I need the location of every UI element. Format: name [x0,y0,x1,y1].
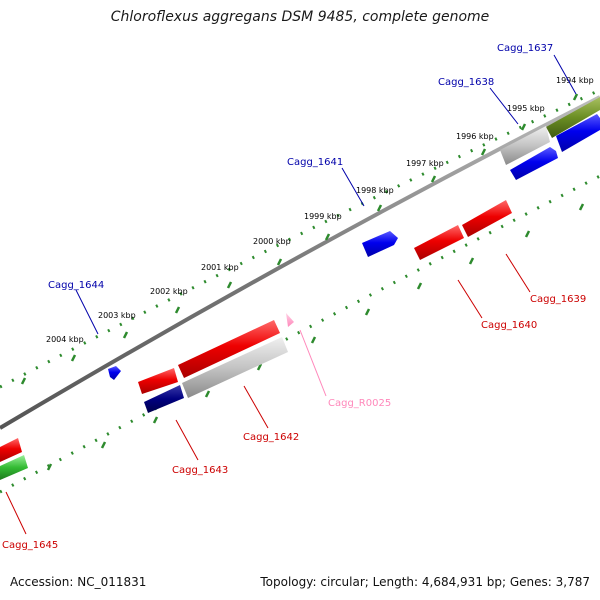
kbp-label-2004: 2004 kbp [46,335,84,344]
gene-arrow-cagg-1642-gray[interactable] [182,337,288,398]
kbp-label-1995: 1995 kbp [507,104,545,113]
gene-arrow-cagg-1645-green[interactable] [0,455,28,480]
label-leader-lines [5,54,577,535]
kbp-label-1996: 1996 kbp [456,132,494,141]
kbp-label-2002: 2002 kbp [150,287,188,296]
gene-arrow-cagg-1638-gray[interactable] [500,126,550,165]
gene-arrow-cagg-1642[interactable] [178,320,280,378]
gene-label-cagg-1642[interactable]: Cagg_1642 [243,432,299,443]
gene-arrow-cagg-1643[interactable] [138,368,178,394]
gene-label-cagg-1638[interactable]: Cagg_1638 [438,77,494,88]
kbp-label-1994: 1994 kbp [556,76,594,85]
gene-arrow-cagg-1637[interactable] [556,114,600,152]
kbp-label-1999: 1999 kbp [304,212,342,221]
gene-arrow-cagg-1639[interactable] [462,200,512,237]
kbp-label-2000: 2000 kbp [253,237,291,246]
gene-label-cagg-1640[interactable]: Cagg_1640 [481,320,537,331]
gene-label-cagg-1637[interactable]: Cagg_1637 [497,43,553,54]
gene-arrow-cagg-1644[interactable] [108,366,121,380]
gene-label-cagg-1643[interactable]: Cagg_1643 [172,465,228,476]
outer-tick-ring [0,88,600,389]
gene-arrow-cagg-1643-navy[interactable] [144,385,184,413]
gene-label-cagg-r0025[interactable]: Cagg_R0025 [328,398,391,409]
gene-label-cagg-1639[interactable]: Cagg_1639 [530,294,586,305]
kbp-label-2003: 2003 kbp [98,311,136,320]
gene-arrow-cagg-1638[interactable] [510,147,558,180]
gene-label-cagg-1644[interactable]: Cagg_1644 [48,280,104,291]
gene-label-cagg-1645[interactable]: Cagg_1645 [2,540,58,551]
gene-arrow-cagg-1637-olive[interactable] [546,97,600,138]
map-title: Chloroflexus aggregans DSM 9485, complet… [110,9,490,25]
genome-summary-label: Topology: circular; Length: 4,684,931 bp… [260,575,590,589]
genome-backbone [0,95,600,430]
kbp-major-ticks [20,93,579,385]
accession-label: Accession: NC_011831 [10,575,147,589]
gene-arrow-cagg-1645[interactable] [0,438,22,462]
inner-tick-ring [0,174,600,494]
gene-label-cagg-1641[interactable]: Cagg_1641 [287,157,343,168]
gene-arrow-cagg-1640[interactable] [414,225,464,260]
kbp-label-2001: 2001 kbp [201,263,239,272]
kbp-label-1998: 1998 kbp [356,186,394,195]
kbp-label-1997: 1997 kbp [406,159,444,168]
gene-arrow-cagg-r0025[interactable] [286,313,294,327]
kbp-major-ticks-inner [46,203,585,471]
gene-arrow-cagg-1641[interactable] [362,231,398,257]
